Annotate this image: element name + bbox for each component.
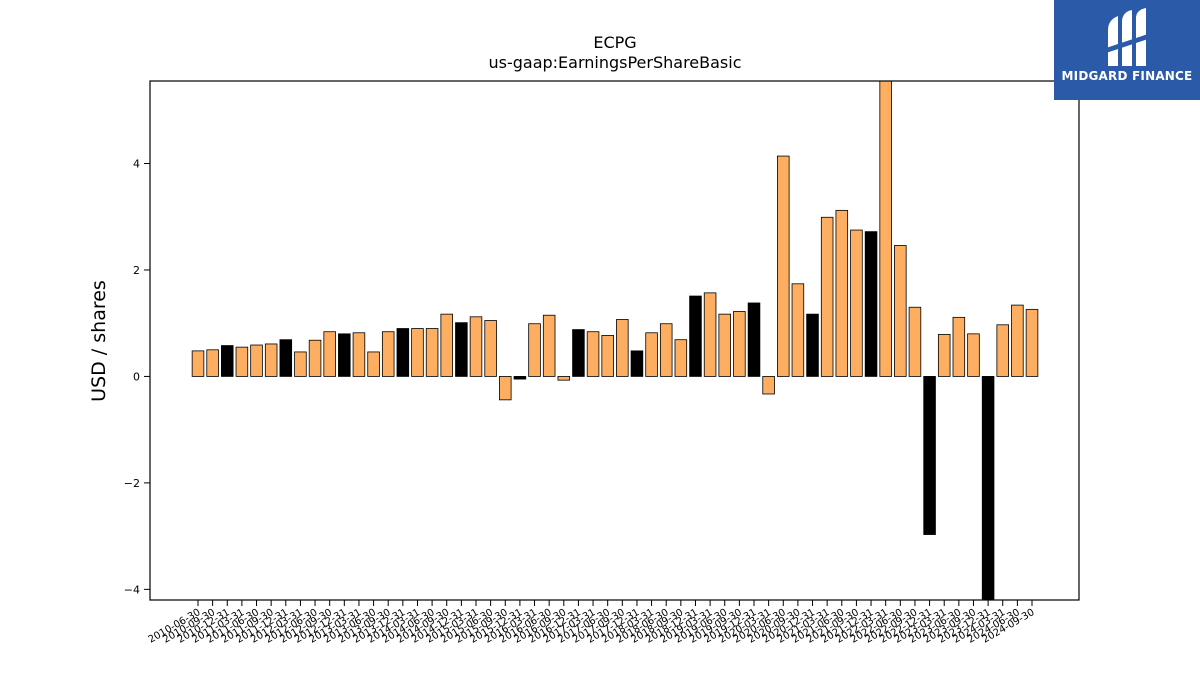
bar-2015-12-31 — [513, 376, 527, 380]
bar-2012-09-30 — [323, 331, 336, 377]
bar-2012-12-31 — [338, 333, 351, 377]
bar-2018-03-31 — [645, 332, 658, 377]
bar-2020-06-30 — [777, 155, 790, 377]
bar-2010-06-30 — [191, 350, 205, 377]
plot-frame — [149, 80, 1080, 601]
bar-2014-03-31 — [411, 328, 424, 377]
bar-2022-06-30 — [894, 245, 907, 377]
midgard-finance-logo: MIDGARD FINANCE — [1054, 0, 1200, 100]
bar-2019-12-31 — [747, 302, 761, 377]
bar-2017-06-30 — [601, 335, 614, 377]
x-axis: 2010-06-302010-09-302010-12-312011-03-31… — [147, 600, 1037, 646]
bar-2014-12-31 — [455, 322, 468, 377]
bar-2022-03-31 — [879, 80, 892, 377]
bar-2021-03-31 — [820, 216, 834, 377]
y-tick-label: −2 — [124, 477, 140, 490]
bar-2010-09-30 — [206, 349, 219, 377]
bar-2015-06-30 — [484, 320, 497, 377]
bar-2019-03-31 — [703, 292, 717, 377]
bar-2011-12-31 — [279, 339, 293, 377]
bar-2018-09-30 — [674, 339, 688, 377]
bar-2013-06-30 — [367, 351, 380, 377]
chart-subtitle: us-gaap:EarningsPerShareBasic — [488, 53, 741, 72]
bar-2016-06-30 — [542, 314, 556, 377]
bar-2015-09-30 — [499, 376, 512, 401]
bar-2011-03-31 — [235, 346, 249, 377]
bar-2018-12-31 — [689, 295, 702, 377]
bar-2019-09-30 — [733, 311, 746, 377]
bar-2021-06-30 — [835, 209, 849, 377]
bar-2021-12-31 — [864, 231, 878, 377]
logo-text: MIDGARD FINANCE — [1061, 69, 1193, 83]
bar-2012-06-30 — [308, 339, 322, 377]
bar-2017-12-31 — [630, 350, 644, 377]
bar-2020-03-31 — [762, 376, 775, 395]
bar-2023-12-31 — [981, 376, 995, 601]
bar-2013-09-30 — [381, 331, 395, 377]
bar-2020-09-30 — [791, 283, 805, 377]
bar-2023-03-31 — [937, 333, 951, 377]
bar-2022-09-30 — [908, 306, 922, 377]
bar-2023-09-30 — [967, 333, 980, 377]
bar-2016-09-30 — [557, 376, 571, 381]
y-tick-label: −4 — [124, 583, 140, 596]
bar-2015-03-31 — [469, 316, 483, 377]
bar-2012-03-31 — [294, 351, 307, 377]
bar-2013-12-31 — [396, 328, 410, 377]
y-axis-label: USD / shares — [88, 280, 110, 402]
chart-title: ECPG — [593, 33, 636, 52]
bar-2011-09-30 — [264, 343, 278, 377]
bar-2017-09-30 — [616, 319, 629, 377]
bar-2017-03-31 — [586, 331, 600, 377]
midgard-logo-icon — [1106, 8, 1148, 66]
bars-group — [191, 80, 1039, 601]
bar-2021-09-30 — [850, 229, 863, 377]
bar-2024-06-30 — [1011, 304, 1024, 377]
y-tick-label: 4 — [133, 158, 140, 171]
bar-2014-09-30 — [440, 313, 453, 377]
bar-2013-03-31 — [352, 332, 366, 377]
bar-2020-12-31 — [806, 313, 819, 377]
bar-2019-06-30 — [718, 313, 731, 377]
bar-2016-12-31 — [572, 329, 585, 377]
bar-2023-06-30 — [952, 316, 966, 377]
bar-2024-03-31 — [996, 324, 1009, 377]
bar-2018-06-30 — [659, 323, 673, 377]
bar-2016-03-31 — [528, 323, 541, 377]
bar-2022-12-31 — [923, 376, 936, 535]
bar-2011-06-30 — [250, 344, 263, 377]
bar-2024-09-30 — [1025, 308, 1039, 377]
y-tick-label: 0 — [133, 370, 140, 383]
bar-2010-12-31 — [221, 345, 234, 377]
bar-2014-06-30 — [425, 328, 439, 377]
y-axis: −4 −2 0 2 4 — [124, 158, 150, 596]
y-tick-label: 2 — [133, 264, 140, 277]
